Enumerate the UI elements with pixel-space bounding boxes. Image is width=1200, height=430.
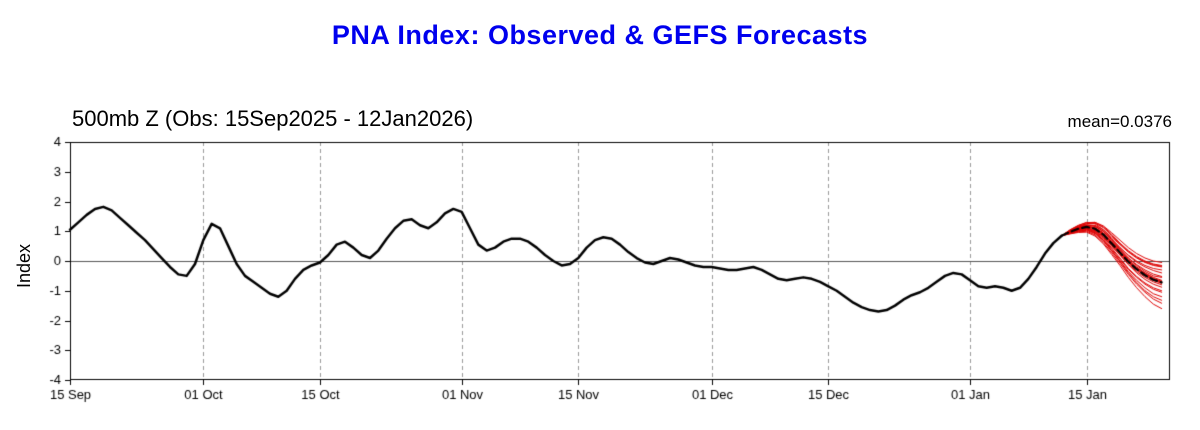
chart-canvas — [0, 0, 1200, 430]
pna-chart-page: PNA Index: Observed & GEFS Forecasts 500… — [0, 0, 1200, 430]
